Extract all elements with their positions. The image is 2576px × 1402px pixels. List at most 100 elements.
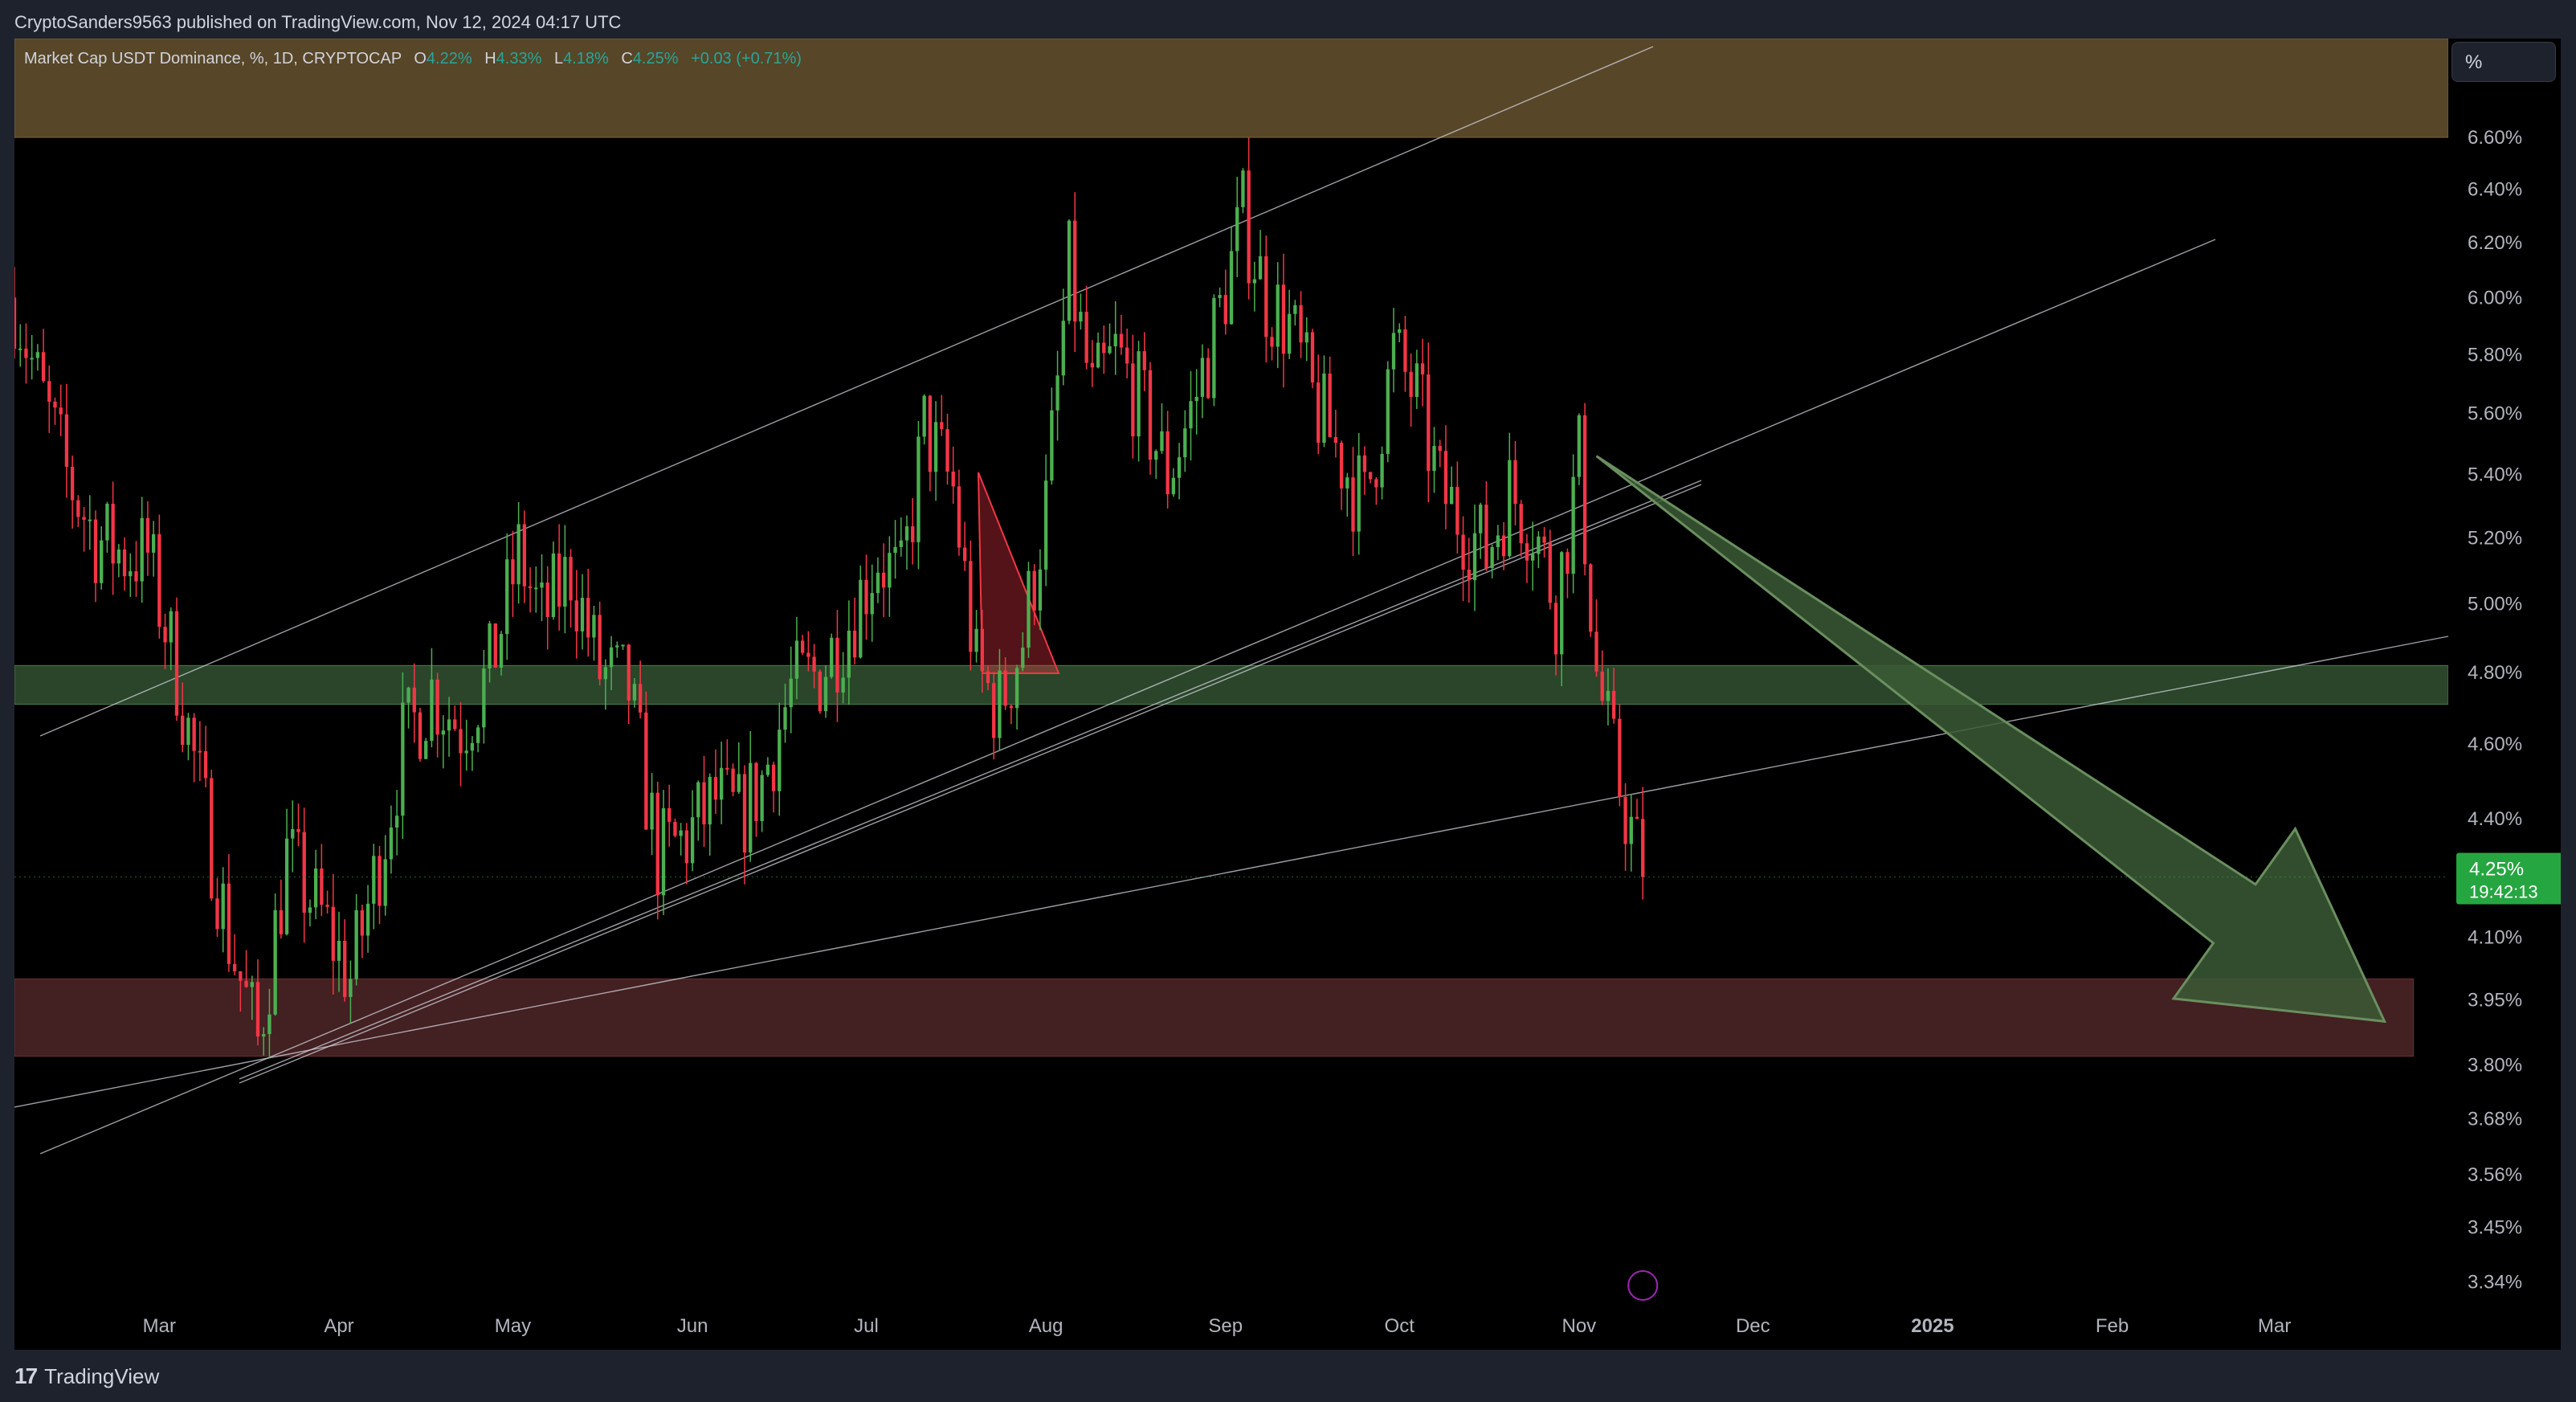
candle-body — [1571, 476, 1575, 574]
candle-body — [273, 909, 277, 1015]
candle-body — [1014, 668, 1019, 709]
candle-body — [1635, 816, 1639, 820]
percent-scale-button[interactable]: % — [2451, 42, 2556, 82]
candle-body — [337, 940, 341, 961]
price-tick-label: 5.80% — [2468, 344, 2522, 366]
candle-body — [24, 348, 28, 358]
candle-body — [1530, 554, 1535, 561]
candle-body — [244, 980, 248, 987]
price-tick-label: 4.10% — [2468, 927, 2522, 949]
candle-body — [59, 407, 63, 415]
candle-body — [349, 979, 353, 997]
candle-body — [893, 546, 897, 554]
candle-body — [1427, 374, 1431, 472]
candle-body — [406, 687, 410, 703]
candle-body — [1328, 373, 1332, 437]
candle-body — [771, 764, 776, 791]
candle-body — [1618, 718, 1622, 797]
candle-body — [557, 553, 561, 607]
chart-canvas[interactable]: 6.60% 6.40% 6.20% 6.00% 5.80% 5.60% 5.40% 5.20%… — [14, 39, 2561, 1350]
candle-body — [859, 579, 863, 658]
candle-body — [331, 906, 335, 961]
candle-body — [1038, 569, 1043, 611]
candle-body — [1490, 546, 1494, 569]
candle-body — [957, 486, 961, 548]
candle-body — [401, 702, 405, 816]
candle-body — [378, 856, 382, 906]
candle-body — [93, 519, 98, 583]
candle-body — [1183, 428, 1187, 458]
candle-body — [1131, 363, 1135, 437]
candle-body — [980, 628, 984, 672]
candle-body — [227, 883, 231, 964]
candle-body — [876, 572, 880, 594]
candle-body — [70, 467, 75, 501]
candle-body — [888, 553, 892, 588]
candle-body — [1096, 342, 1100, 368]
candle-body — [719, 767, 724, 800]
candle-body — [760, 775, 764, 821]
candle-body — [1148, 370, 1153, 460]
candle-body — [1043, 480, 1048, 570]
candle-body — [198, 750, 202, 753]
candle-body — [1194, 397, 1198, 402]
candle-body — [435, 679, 439, 735]
candle-body — [1304, 332, 1308, 343]
candle-body — [262, 1034, 266, 1037]
tradingview-logo[interactable]: 17 TradingView — [14, 1361, 159, 1392]
price-tick-label: 6.40% — [2468, 178, 2522, 200]
candle-body — [1177, 457, 1182, 478]
chart-pane[interactable]: 6.60% 6.40% 6.20% 6.00% 5.80% 5.60% 5.40% 5.20%… — [14, 39, 2561, 1350]
candle-body — [765, 764, 770, 775]
candle-body — [1606, 690, 1611, 701]
candle-body — [1223, 295, 1227, 325]
price-tick-label: 3.80% — [2468, 1055, 2522, 1077]
candle-body — [870, 593, 874, 615]
price-tick-label: 6.00% — [2468, 287, 2522, 309]
candle-body — [592, 615, 596, 638]
trendline-2 — [39, 239, 2216, 1155]
candle-body — [1276, 284, 1280, 347]
candle-body — [1449, 486, 1454, 505]
candle-body — [30, 358, 34, 360]
candle-body — [1553, 603, 1558, 655]
candles-layer — [14, 137, 1645, 1058]
candle-body — [998, 670, 1002, 738]
candle-body — [609, 647, 614, 668]
candle-body — [1061, 321, 1065, 376]
candle-body — [394, 815, 399, 828]
candle-body — [852, 630, 857, 658]
candle-body — [962, 547, 967, 562]
candle-body — [615, 645, 619, 648]
candle-body — [632, 684, 637, 701]
candle-body — [365, 903, 370, 936]
candle-body — [174, 611, 179, 716]
candle-body — [459, 729, 463, 754]
candle-body — [911, 526, 915, 542]
candle-body — [511, 559, 515, 585]
candle-body — [545, 582, 549, 617]
candle-body — [64, 414, 69, 468]
candle-body — [563, 557, 567, 607]
candle-body — [447, 719, 451, 731]
candle-body — [232, 963, 237, 971]
candle-body — [673, 821, 677, 836]
candle-body — [1270, 337, 1274, 347]
price-axis: 6.60% 6.40% 6.20% 6.00% 5.80% 5.60% 5.40% 5.20%… — [2448, 39, 2561, 1350]
candle-body — [464, 750, 468, 754]
candle-body — [1420, 363, 1425, 375]
candle-body — [482, 668, 486, 728]
candle-body — [215, 898, 219, 930]
candle-body — [1125, 347, 1129, 364]
candle-body — [1032, 570, 1036, 611]
time-tick-label: Mar — [2258, 1315, 2291, 1337]
close-value: 4.25% — [632, 50, 679, 67]
candle-body — [1472, 533, 1477, 580]
candle-body — [1258, 255, 1263, 280]
candle-body — [1345, 477, 1349, 488]
candle-body — [1467, 569, 1471, 580]
candle-body — [424, 741, 428, 759]
candle-body — [1206, 358, 1210, 399]
candle-body — [1241, 170, 1245, 207]
published-by-text: CryptoSanders9563 published on TradingVi… — [14, 12, 622, 32]
